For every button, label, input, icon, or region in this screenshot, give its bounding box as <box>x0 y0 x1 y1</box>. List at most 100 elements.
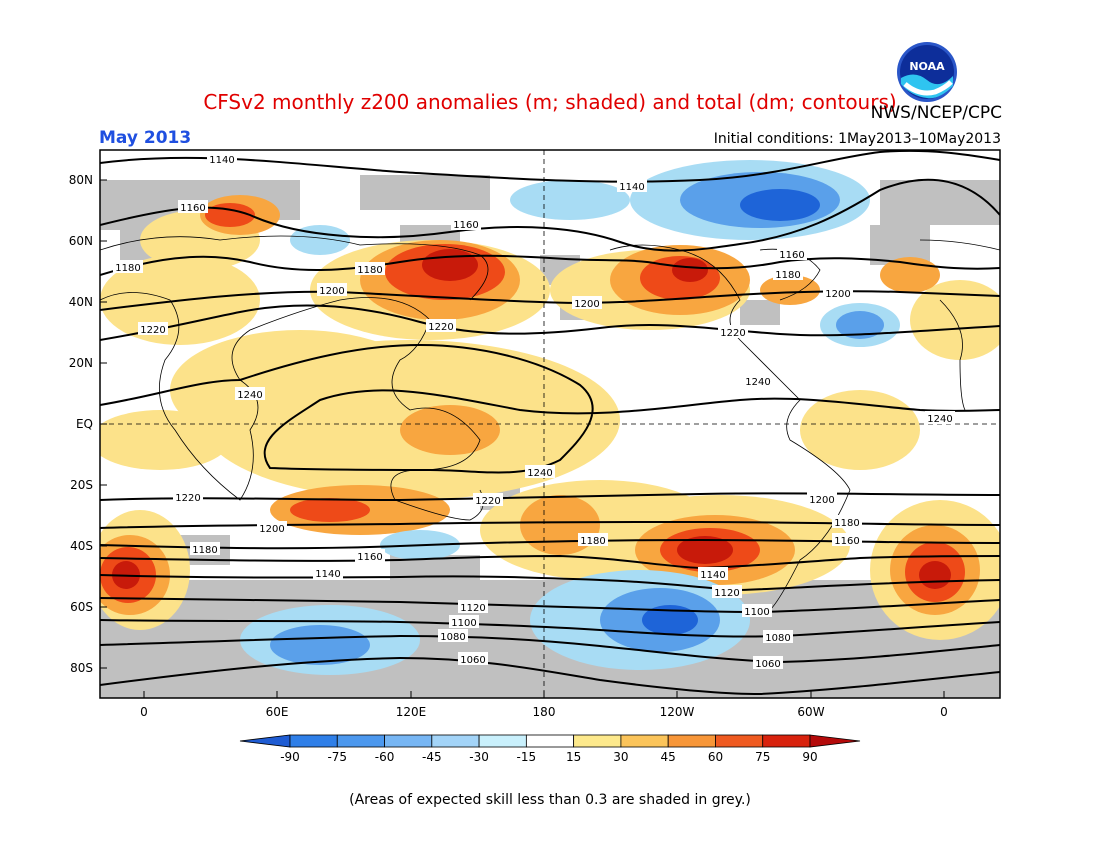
contour-label-text: 1180 <box>357 265 382 276</box>
contour-label-text: 1120 <box>460 603 485 614</box>
lon-label: 180 <box>533 705 556 719</box>
contour-line <box>100 656 1000 696</box>
contour-label: 1160 <box>178 200 208 214</box>
colorbar-tick-label: 75 <box>755 750 770 764</box>
colorbar-swatch <box>431 734 480 748</box>
contour-line <box>100 254 1000 276</box>
colorbar-tick-label: -90 <box>280 750 300 764</box>
colorbar-swatch <box>289 734 338 748</box>
contour-label: 1220 <box>426 319 456 333</box>
contour-label: 1140 <box>698 567 728 581</box>
contour-label-text: 1120 <box>714 588 739 599</box>
contour-label-text: 1160 <box>834 536 859 547</box>
lat-label: 20N <box>69 356 93 370</box>
colorbar-arrow-right <box>809 734 861 748</box>
contour-label-text: 1240 <box>527 468 552 479</box>
noaa-logo-icon: NOAA <box>897 42 957 102</box>
contour-line <box>100 634 1000 664</box>
contour-label-text: 1220 <box>140 325 165 336</box>
lat-label: 60S <box>70 600 93 614</box>
initial-conditions-label: Initial conditions: 1May2013–10May2013 <box>713 131 1001 147</box>
colorbar-swatch <box>620 734 669 748</box>
contour-label: 1220 <box>718 325 748 339</box>
lon-label: 0 <box>140 705 148 719</box>
lat-label: 20S <box>70 478 93 492</box>
colorbar: -90 -75 -60 -45 -30 -15 15 30 45 60 75 90 <box>239 734 861 764</box>
contour-label: 1120 <box>712 585 742 599</box>
latitude-axis: 80N 60N 40N 20N EQ 20S 40S 60S 80S <box>69 173 107 675</box>
map-fields <box>100 150 1000 698</box>
contour-label-text: 1240 <box>927 414 952 425</box>
colorbar-tick-label: -75 <box>327 750 347 764</box>
contour-label: 1220 <box>138 322 168 336</box>
contour-line <box>100 304 1000 341</box>
contour-line <box>100 492 1000 502</box>
colorbar-tick-label: -45 <box>422 750 442 764</box>
colorbar-tick-label: 90 <box>802 750 817 764</box>
contour-label-text: 1160 <box>357 552 382 563</box>
contour-label-text: 1080 <box>440 632 465 643</box>
colorbar-tick-label: 15 <box>566 750 581 764</box>
contour-label: 1240 <box>525 465 555 479</box>
lon-label: 60E <box>266 705 289 719</box>
chart-title: CFSv2 monthly z200 anomalies (m; shaded)… <box>203 90 897 114</box>
noaa-logo-text: NOAA <box>909 60 945 73</box>
colorbar-tick-label: 60 <box>708 750 723 764</box>
colorbar-arrow-left <box>239 734 291 748</box>
contour-label: 1140 <box>313 566 343 580</box>
lon-label: 120W <box>660 705 695 719</box>
contour-labels: 1140 1140 1160 1160 1180 1160 1180 1180 1200 1200… <box>113 152 955 670</box>
colorbar-tick-label: -15 <box>517 750 537 764</box>
contour-label: 1200 <box>317 283 347 297</box>
contour-label-text: 1160 <box>180 203 205 214</box>
contour-label-text: 1180 <box>834 518 859 529</box>
colorbar-swatch <box>667 734 716 748</box>
contour-label-text: 1200 <box>825 289 850 300</box>
contour-label-text: 1200 <box>809 495 834 506</box>
agency-label: NWS/NCEP/CPC <box>870 103 1002 123</box>
contour-label-text: 1240 <box>237 390 262 401</box>
lon-label: 120E <box>396 705 427 719</box>
longitude-axis: 0 60E 120E 180 120W 60W 0 <box>140 691 948 719</box>
contour-label: 1180 <box>773 267 803 281</box>
contour-line <box>100 574 1000 592</box>
contour-label-text: 1220 <box>475 496 500 507</box>
contour-line <box>100 554 1000 570</box>
contour-label: 1100 <box>449 615 479 629</box>
contour-label-text: 1140 <box>700 570 725 581</box>
colorbar-swatch <box>478 734 527 748</box>
lat-label: 60N <box>69 234 93 248</box>
noaa-logo: NOAA <box>895 40 959 104</box>
lat-label: EQ <box>76 417 93 431</box>
contour-label-text: 1140 <box>209 155 234 166</box>
contour-label-text: 1140 <box>315 569 340 580</box>
colorbar-swatch <box>762 734 811 748</box>
lat-label: 80S <box>70 661 93 675</box>
contour-label: 1180 <box>355 262 385 276</box>
contour-label: 1180 <box>113 260 143 274</box>
lon-label: 0 <box>940 705 948 719</box>
contour-label: 1140 <box>617 179 647 193</box>
contour-line <box>100 343 1000 474</box>
colorbar-tick-label: -30 <box>469 750 489 764</box>
contour-label: 1240 <box>235 387 265 401</box>
contour-label-text: 1200 <box>259 524 284 535</box>
contour-label-text: 1160 <box>779 250 804 261</box>
contour-label-text: 1160 <box>453 220 478 231</box>
contour-label: 1220 <box>473 493 503 507</box>
month-label: May 2013 <box>99 128 192 148</box>
contour-label: 1180 <box>832 515 862 529</box>
contour-label-text: 1100 <box>744 607 769 618</box>
contour-label: 1200 <box>572 296 602 310</box>
lon-label: 60W <box>797 705 824 719</box>
colorbar-swatch <box>715 734 764 748</box>
contour-label: 1140 <box>207 152 237 166</box>
colorbar-tick-label: 30 <box>613 750 628 764</box>
contour-label: 1100 <box>742 604 772 618</box>
contour-label-text: 1180 <box>580 536 605 547</box>
contour-label-text: 1080 <box>765 633 790 644</box>
colorbar-swatch <box>384 734 433 748</box>
contour-label-text: 1200 <box>574 299 599 310</box>
contour-label: 1220 <box>173 490 203 504</box>
contour-label: 1080 <box>763 630 793 644</box>
